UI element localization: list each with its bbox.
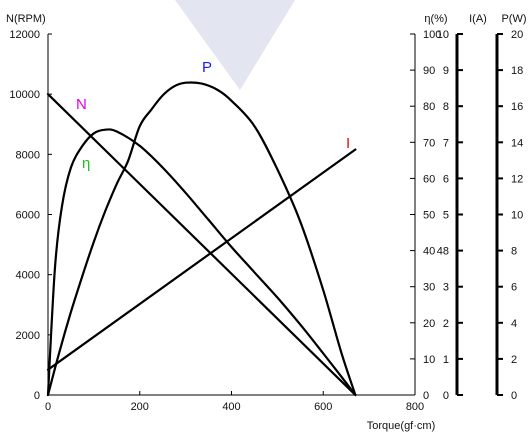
i-series-curve [46, 148, 357, 371]
eta-axis-tick-label: 50 [423, 210, 435, 222]
n-axis-tick-label: 4000 [16, 270, 40, 282]
eta-axis-tick-label: 60 [423, 173, 435, 185]
p-axis-tick-label: 20 [511, 29, 523, 41]
p-axis-tick-label: 2 [511, 354, 517, 366]
x-axis-tick-label: 400 [222, 401, 240, 413]
p-axis-tick-label: 14 [511, 137, 523, 149]
p-axis-tick-label: 16 [511, 101, 523, 113]
n-axis-tick-label: 0 [34, 390, 40, 402]
n-axis-tick-label: 6000 [16, 210, 40, 222]
eta-axis-tick-label: 20 [423, 318, 435, 330]
n-axis-tick-label: 12000 [9, 29, 40, 41]
i-axis-tick-label: 2 [443, 318, 449, 330]
x-axis-tick-label: 0 [45, 401, 51, 413]
x-axis-tick-label: 200 [131, 401, 149, 413]
eta-axis-tick-label: 100 [423, 29, 441, 41]
i-series-label: I [346, 135, 350, 152]
eta-axis-tick-label: 10 [423, 354, 435, 366]
p-axis-tick-label: 18 [511, 65, 523, 77]
p-axis-tick-label: 12 [511, 173, 523, 185]
x-axis-tick-label: 600 [314, 401, 332, 413]
p-axis-tick-label: 10 [511, 210, 523, 222]
labels-layer: Nη P I [76, 59, 350, 172]
eta-series-curve [46, 128, 357, 397]
p-axis-title: P(W) [501, 13, 526, 25]
n-series-curve [46, 93, 357, 397]
eta-axis-tick-label: 90 [423, 65, 435, 77]
p-axis-tick-label: 6 [511, 282, 517, 294]
p-series-curve [46, 81, 357, 397]
curves-layer [46, 81, 357, 397]
p-axis-tick-label: 0 [511, 390, 517, 402]
eta-axis-tick-label: 30 [423, 282, 435, 294]
i-axis-tick-label: 48 [437, 246, 449, 258]
x-axis-tick-label: 800 [406, 401, 424, 413]
n-axis-tick-label: 10000 [9, 89, 40, 101]
i-axis-tick-label: 0 [443, 390, 449, 402]
eta-axis-tick-label: 0 [423, 390, 429, 402]
i-axis-tick-label: 9 [443, 65, 449, 77]
eta-axis-tick-label: 70 [423, 137, 435, 149]
x-axis-title: Torque(gf·cm) [367, 420, 435, 432]
i-axis-tick-label: 7 [443, 137, 449, 149]
i-axis-tick-label: 3 [443, 282, 449, 294]
i-axis-tick-label: 5 [443, 210, 449, 222]
background-watermark-shape [175, 0, 295, 90]
i-axis-tick-label: 10 [437, 29, 449, 41]
n-axis-title: N(RPM) [6, 13, 46, 25]
p-axis-tick-label: 4 [511, 318, 517, 330]
i-axis-title: I(A) [469, 13, 487, 25]
i-axis-tick-label: 8 [443, 101, 449, 113]
p-axis-tick-label: 8 [511, 246, 517, 258]
eta-axis-tick-label: 40 [423, 246, 435, 258]
eta-series-label: η [82, 155, 90, 172]
i-axis-tick-label: 6 [443, 173, 449, 185]
n-series-label: N [76, 96, 87, 113]
n-axis-tick-label: 2000 [16, 330, 40, 342]
p-series-label: P [202, 59, 212, 76]
n-axis-tick-label: 8000 [16, 149, 40, 161]
eta-axis-title: η(%) [424, 13, 447, 25]
i-axis-tick-label: 1 [443, 354, 449, 366]
eta-axis-tick-label: 80 [423, 101, 435, 113]
